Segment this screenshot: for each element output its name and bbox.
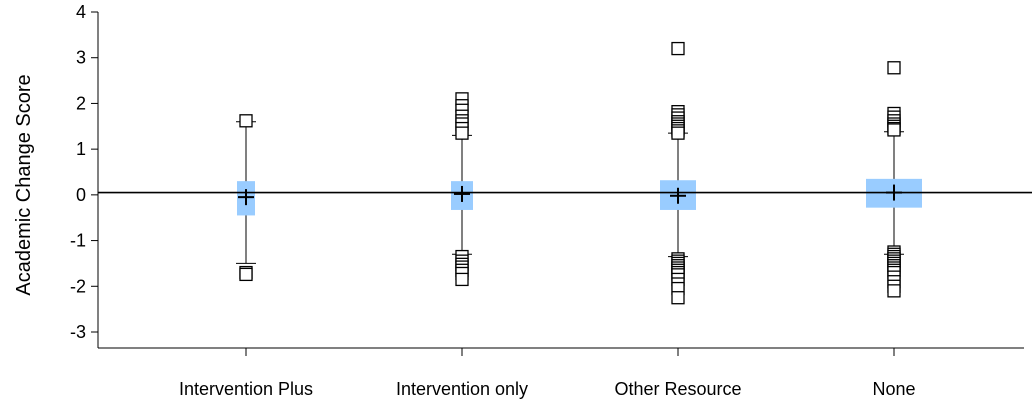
box-group-intervention-only (451, 92, 473, 287)
y-tick-label: -3 (70, 322, 86, 342)
box-group-other-resource (660, 41, 696, 305)
outlier-point (239, 114, 253, 128)
x-tick-label: None (872, 379, 915, 399)
outlier-point (671, 291, 685, 305)
outlier-point (671, 126, 685, 140)
x-tick-label: Other Resource (614, 379, 741, 399)
plot-area (98, 41, 1032, 305)
outlier-point (887, 61, 901, 75)
box-group-none (866, 61, 922, 298)
x-tick-label: Intervention Plus (179, 379, 313, 399)
y-tick-label: 3 (76, 48, 86, 68)
y-tick-label: 2 (76, 93, 86, 113)
outlier-point (671, 41, 685, 56)
y-tick-label: 0 (76, 185, 86, 205)
y-tick-label: 1 (76, 139, 86, 159)
outlier-point (887, 123, 901, 137)
y-tick-label: -2 (70, 276, 86, 296)
y-axis-title: Academic Change Score (13, 74, 35, 295)
outlier-point (455, 272, 469, 287)
y-axis: 4 3 2 1 0 -1 -2 -3 (70, 2, 99, 348)
x-axis: Intervention Plus Intervention only Other … (98, 347, 1024, 399)
y-tick-label: 4 (76, 2, 86, 22)
y-tick-label: -1 (70, 231, 86, 251)
outlier-point (455, 126, 469, 140)
outlier-point (239, 267, 253, 282)
outlier-point (887, 284, 901, 298)
x-tick-label: Intervention only (396, 379, 528, 399)
box-group-intervention-plus (236, 114, 256, 282)
